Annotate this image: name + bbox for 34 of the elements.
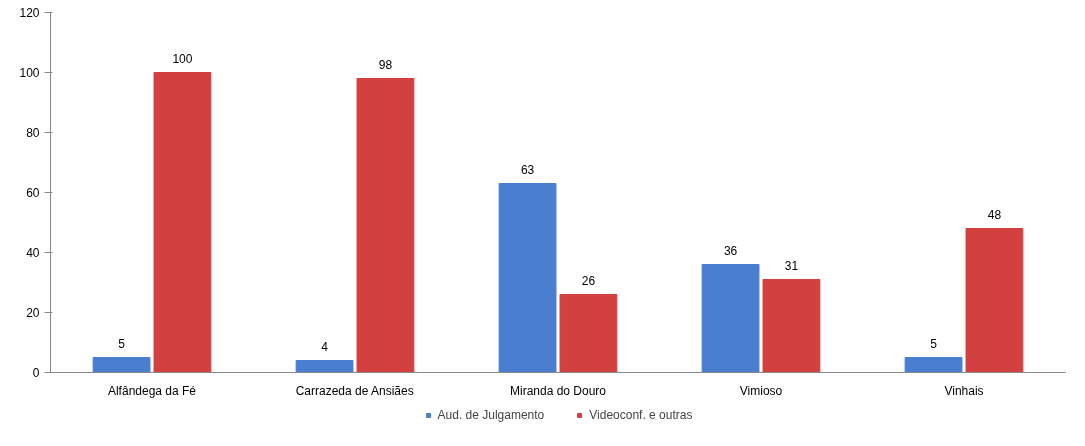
data-label: 26 bbox=[581, 273, 596, 288]
bar bbox=[559, 294, 618, 373]
x-tick-label: Vinhais bbox=[944, 383, 984, 398]
bar bbox=[965, 228, 1024, 373]
data-label: 5 bbox=[930, 336, 938, 351]
y-tick-label: 40 bbox=[26, 246, 40, 260]
x-tick-label: Alfândega da Fé bbox=[107, 383, 197, 398]
y-tick-label: 0 bbox=[32, 366, 40, 380]
x-tick-label: Carrazeda de Ansiães bbox=[295, 383, 414, 398]
data-label: 63 bbox=[520, 162, 535, 177]
legend-label: Aud. de Julgamento bbox=[437, 408, 545, 422]
y-tick-label: 20 bbox=[26, 306, 40, 320]
bar bbox=[92, 357, 151, 373]
data-label: 31 bbox=[784, 258, 799, 273]
data-label: 98 bbox=[378, 57, 393, 72]
legend-label: Videoconf. e outras bbox=[589, 408, 693, 422]
bar bbox=[904, 357, 963, 373]
data-label: 100 bbox=[172, 51, 193, 66]
y-tick-label: 120 bbox=[19, 6, 40, 20]
x-tick-label: Miranda do Douro bbox=[509, 383, 607, 398]
bar bbox=[701, 264, 760, 373]
bar bbox=[762, 279, 821, 373]
data-label: 36 bbox=[723, 243, 738, 258]
data-label: 5 bbox=[118, 336, 126, 351]
bar bbox=[295, 360, 354, 373]
x-tick-label: Vimioso bbox=[739, 383, 783, 398]
y-tick-label: 60 bbox=[26, 186, 40, 200]
y-tick-label: 100 bbox=[19, 66, 40, 80]
data-label: 48 bbox=[987, 207, 1002, 222]
bar bbox=[498, 183, 557, 373]
data-label: 4 bbox=[321, 339, 329, 354]
bar bbox=[356, 78, 415, 373]
bar bbox=[153, 72, 212, 373]
y-tick-label: 80 bbox=[26, 126, 40, 140]
